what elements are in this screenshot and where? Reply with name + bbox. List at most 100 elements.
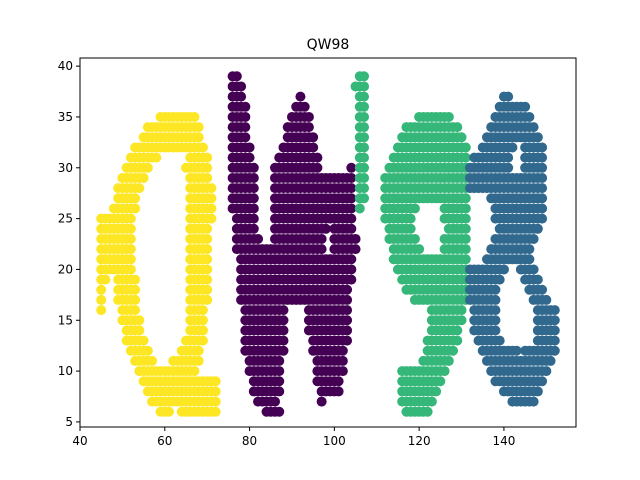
data-point-W-432 [278, 305, 289, 316]
data-point-9-343 [452, 325, 463, 336]
data-point-9-156 [359, 193, 370, 204]
data-point-W-4 [236, 81, 247, 92]
plot-frame [79, 57, 577, 428]
data-point-W-1 [231, 71, 242, 82]
data-point-Q-130 [125, 213, 136, 224]
data-point-Q-224 [202, 284, 213, 295]
data-point-Q-276 [142, 345, 153, 356]
data-point-Q-21 [193, 122, 204, 133]
data-point-W-220 [248, 223, 259, 234]
data-point-W-79 [248, 162, 259, 173]
data-point-8-17 [524, 111, 535, 122]
data-point-8-186 [524, 244, 535, 255]
data-point-8-206 [498, 264, 509, 275]
data-point-8-250 [490, 305, 501, 316]
data-point-8-41 [532, 132, 543, 143]
data-point-Q-235 [202, 294, 213, 305]
data-point-8-347 [537, 376, 548, 387]
data-point-8-1 [503, 91, 514, 102]
data-point-W-63 [244, 152, 255, 163]
data-point-W-215 [346, 213, 357, 224]
data-point-8-54 [537, 142, 548, 153]
data-point-9-376 [439, 366, 450, 377]
data-point-Q-213 [202, 274, 213, 285]
data-point-W-141 [346, 183, 357, 194]
data-point-Q-59 [151, 152, 162, 163]
data-point-8-266 [549, 315, 560, 326]
data-point-9-198 [405, 213, 416, 224]
data-point-9-241 [460, 244, 471, 255]
data-point-Q-225 [96, 294, 107, 305]
x-tick-label: 80 [242, 434, 257, 448]
data-point-W-45 [308, 132, 319, 143]
y-tick-label: 15 [58, 313, 73, 327]
data-point-9-4 [359, 81, 370, 92]
data-point-9-35 [359, 132, 370, 143]
data-point-Q-157 [125, 233, 136, 244]
data-point-8-229 [490, 284, 501, 295]
data-point-9-395 [431, 386, 442, 397]
data-point-9-409 [422, 406, 433, 417]
data-point-9-176 [460, 193, 471, 204]
data-point-W-262 [350, 233, 361, 244]
data-point-W-580 [316, 396, 327, 407]
data-point-Q-214 [96, 284, 107, 295]
glyph-8 [465, 91, 560, 407]
data-point-9-112 [359, 172, 370, 183]
data-point-Q-266 [138, 335, 149, 346]
data-point-Q-230 [130, 294, 141, 305]
data-point-W-122 [248, 183, 259, 194]
data-point-Q-201 [202, 264, 213, 275]
data-point-9-69 [460, 142, 471, 153]
data-point-9-191 [460, 203, 471, 214]
data-point-8-305 [549, 345, 560, 356]
data-point-Q-110 [206, 193, 217, 204]
data-point-W-256 [316, 233, 327, 244]
data-point-W-316 [346, 254, 357, 265]
data-point-W-19 [240, 111, 251, 122]
data-point-9-134 [359, 183, 370, 194]
data-point-8-233 [537, 284, 548, 295]
data-point-8-144 [537, 203, 548, 214]
data-point-W-191 [346, 203, 357, 214]
data-point-W-172 [248, 203, 259, 214]
x-tick-label: 60 [157, 434, 172, 448]
data-point-W-462 [342, 315, 353, 326]
data-point-8-101 [537, 172, 548, 183]
data-point-9-228 [460, 233, 471, 244]
data-point-Q-281 [193, 345, 204, 356]
data-point-Q-183 [125, 254, 136, 265]
y-tick-label: 20 [58, 262, 73, 276]
data-point-Q-293 [193, 355, 204, 366]
data-point-8-210 [528, 264, 539, 275]
y-tick-label: 10 [58, 364, 73, 378]
data-point-9-259 [460, 254, 471, 265]
data-point-Q-244 [197, 305, 208, 316]
data-point-W-90 [312, 162, 323, 173]
data-point-9-89 [460, 152, 471, 163]
data-point-Q-87 [202, 172, 213, 183]
data-point-Q-175 [202, 244, 213, 255]
data-point-W-556 [274, 376, 285, 387]
data-point-W-116 [346, 172, 357, 183]
x-tick-label: 100 [323, 434, 346, 448]
glyph-Q [96, 111, 221, 417]
data-point-9-33 [452, 122, 463, 133]
data-point-W-501 [342, 335, 353, 346]
data-point-W-569 [274, 386, 285, 397]
data-point-9-10 [359, 111, 370, 122]
data-point-8-261 [490, 315, 501, 326]
x-tick-label: 120 [408, 434, 431, 448]
data-point-9-210 [405, 223, 416, 234]
data-point-W-343 [346, 264, 357, 275]
data-point-9-328 [456, 305, 467, 316]
data-point-W-50 [244, 142, 255, 153]
data-point-W-38 [240, 132, 251, 143]
data-point-Q-104 [130, 193, 141, 204]
data-point-9-185 [409, 203, 420, 214]
x-axis: 40 60 80 100 120 140 [72, 427, 515, 448]
x-tick-label: 140 [492, 434, 515, 448]
data-point-Q-325 [210, 376, 221, 387]
data-point-W-196 [248, 213, 259, 224]
